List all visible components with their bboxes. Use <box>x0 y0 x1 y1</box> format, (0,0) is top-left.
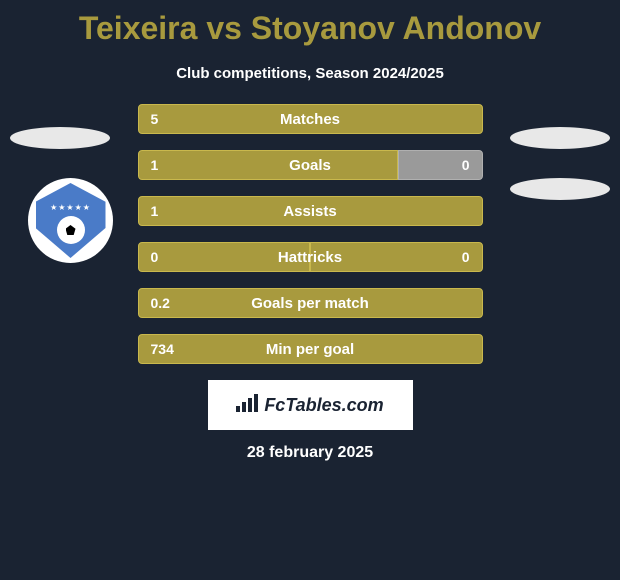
shield-stars-icon: ★★★★★ <box>50 203 91 212</box>
page-subtitle: Club competitions, Season 2024/2025 <box>0 65 620 82</box>
stat-label: Goals <box>289 157 331 174</box>
chart-icon <box>236 394 258 417</box>
player-left-badge <box>10 127 110 149</box>
fctables-badge[interactable]: FcTables.com <box>208 380 413 430</box>
stat-label: Matches <box>280 111 340 128</box>
player-right-badge-2 <box>510 178 610 200</box>
main-container: Teixeira vs Stoyanov Andonov Club compet… <box>0 0 620 472</box>
stats-area: 5Matches 10 Goals 1Assists 00Hattricks 0.2Goa… <box>138 104 483 364</box>
page-title: Teixeira vs Stoyanov Andonov <box>0 10 620 47</box>
stat-row: 5Matches <box>138 104 483 134</box>
club-shield-icon: ★★★★★ <box>36 183 106 258</box>
stat-label: Assists <box>283 203 336 220</box>
date-text: 28 february 2025 <box>0 444 620 462</box>
shield-ball-icon <box>57 216 85 244</box>
stat-bar-right: 0 <box>398 150 483 180</box>
player-right-badge-1 <box>510 127 610 149</box>
stat-label: Min per goal <box>266 341 354 358</box>
stat-label: Goals per match <box>251 295 369 312</box>
fctables-label: FcTables.com <box>264 395 383 416</box>
stat-label: Hattricks <box>278 249 342 266</box>
stat-row: 0.2Goals per match <box>138 288 483 318</box>
stat-row: 00Hattricks <box>138 242 483 272</box>
stat-row: 10 Goals <box>138 150 483 180</box>
stat-row: 1Assists <box>138 196 483 226</box>
stat-bar-left: 1 <box>138 150 398 180</box>
club-logo: ★★★★★ <box>28 178 113 263</box>
stat-row: 734Min per goal <box>138 334 483 364</box>
